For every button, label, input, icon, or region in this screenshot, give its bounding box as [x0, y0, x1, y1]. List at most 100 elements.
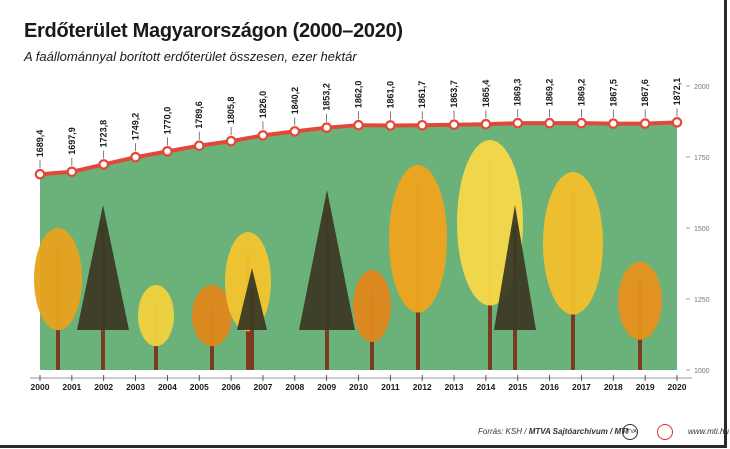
data-point	[34, 168, 46, 180]
data-label: 1862,0	[354, 81, 364, 109]
data-point	[448, 119, 460, 131]
x-tick-label: 2002	[94, 382, 113, 392]
data-point	[353, 119, 364, 131]
tree-crown	[618, 262, 662, 340]
x-tick-label: 2012	[413, 382, 432, 392]
x-tick-label: 2013	[445, 382, 464, 392]
y-axis: 1000 1250 1500 1750 2000	[686, 84, 710, 375]
data-point	[130, 151, 141, 163]
tree	[543, 172, 603, 370]
data-point	[321, 122, 332, 133]
data-label: 1840,2	[290, 87, 300, 115]
source-bold: MTVA Sajtóarchívum / MTI	[528, 427, 629, 436]
data-label: 1869,2	[576, 79, 586, 107]
data-point	[544, 117, 555, 129]
data-point	[671, 117, 683, 128]
chart-subtitle: A faállománnyal borított erdőterület öss…	[24, 49, 357, 64]
data-label: 1867,5	[608, 79, 618, 107]
data-label: 1872,1	[672, 78, 682, 106]
data-point	[512, 117, 524, 129]
trees-layer	[34, 140, 662, 370]
value-label-layer: 1689,4 1697,9 1723,8 1749,2 1770,0 1789,6 1805…	[35, 78, 682, 157]
x-tick-label: 2007	[253, 382, 272, 392]
data-point	[66, 166, 78, 178]
mtva-logo: MTVA	[622, 424, 638, 440]
tree	[494, 205, 536, 370]
data-point	[289, 126, 301, 137]
tree-crown	[192, 285, 232, 347]
data-point	[98, 159, 109, 170]
data-point	[480, 118, 492, 130]
x-tick-label: 2020	[668, 382, 687, 392]
x-tick-label: 2001	[62, 382, 81, 392]
data-label: 1863,7	[449, 80, 459, 108]
y-tick-label: 2000	[694, 84, 710, 91]
data-label: 1867,6	[640, 79, 650, 107]
data-point	[257, 130, 269, 141]
x-tick-label: 2019	[636, 382, 655, 392]
tree-crown	[138, 285, 174, 347]
tree-crown	[494, 205, 536, 330]
y-tick-label: 1750	[694, 155, 710, 162]
data-label: 1749,2	[131, 113, 141, 141]
tree	[389, 165, 447, 370]
x-tick-label: 2018	[604, 382, 623, 392]
x-tick-label: 2011	[381, 382, 400, 392]
y-tick-label: 1250	[694, 297, 710, 304]
data-label: 1861,7	[417, 81, 427, 109]
data-label: 1770,0	[162, 107, 172, 135]
tree	[618, 262, 662, 370]
data-label: 1723,8	[99, 120, 109, 148]
tree-crown	[34, 228, 82, 331]
data-point	[193, 140, 205, 152]
mti-logo	[657, 424, 673, 440]
tree-crown	[299, 190, 355, 330]
x-tick-label: 2005	[190, 382, 209, 392]
x-tick-label: 2003	[126, 382, 145, 392]
source-note: Forrás: KSH / MTVA Sajtóarchívum / MTI	[478, 427, 628, 436]
x-axis: 2000 2001 2002 2003 2004 2005 2006 2007 2008 2009…	[30, 375, 692, 392]
data-label: 1697,9	[67, 127, 77, 155]
x-tick-label: 2017	[572, 382, 591, 392]
x-tick-label: 2008	[285, 382, 304, 392]
y-tick-label: 1500	[694, 226, 710, 233]
chart-title: Erdőterület Magyarországon (2000–2020)	[24, 20, 403, 42]
x-tick-label: 2000	[31, 382, 50, 392]
data-point	[576, 117, 587, 129]
x-tick-label: 2010	[349, 382, 368, 392]
tree	[299, 190, 355, 370]
data-point	[607, 118, 619, 129]
tree-crown	[77, 205, 129, 330]
source-prefix: Forrás: KSH /	[478, 427, 529, 436]
x-tick-label: 2006	[222, 382, 241, 392]
tree-crown	[543, 172, 603, 315]
x-tick-label: 2015	[508, 382, 527, 392]
tree-crown	[353, 270, 391, 342]
data-label: 1689,4	[35, 130, 45, 158]
data-label: 1805,8	[226, 97, 236, 125]
data-label: 1826,0	[258, 91, 268, 119]
tree	[353, 270, 391, 370]
data-label: 1861,0	[385, 81, 395, 109]
tree-crown	[389, 165, 447, 313]
y-tick-label: 1000	[694, 368, 710, 375]
data-point	[416, 119, 428, 131]
data-label: 1789,6	[194, 101, 204, 129]
x-tick-label: 2009	[317, 382, 336, 392]
tree-crown	[237, 268, 267, 330]
tree	[192, 285, 232, 370]
marker-layer	[34, 108, 683, 180]
x-tick-label: 2014	[476, 382, 495, 392]
data-point	[639, 118, 651, 129]
mtva-logo-text: MTVA	[623, 429, 637, 435]
x-tick-label: 2016	[540, 382, 559, 392]
data-point	[162, 146, 173, 157]
data-label: 1869,2	[545, 79, 555, 107]
data-label: 1853,2	[322, 83, 332, 111]
tree	[34, 228, 82, 370]
data-point	[225, 135, 237, 147]
data-label: 1865,4	[481, 80, 491, 108]
tree	[237, 268, 267, 370]
data-point	[385, 120, 396, 131]
